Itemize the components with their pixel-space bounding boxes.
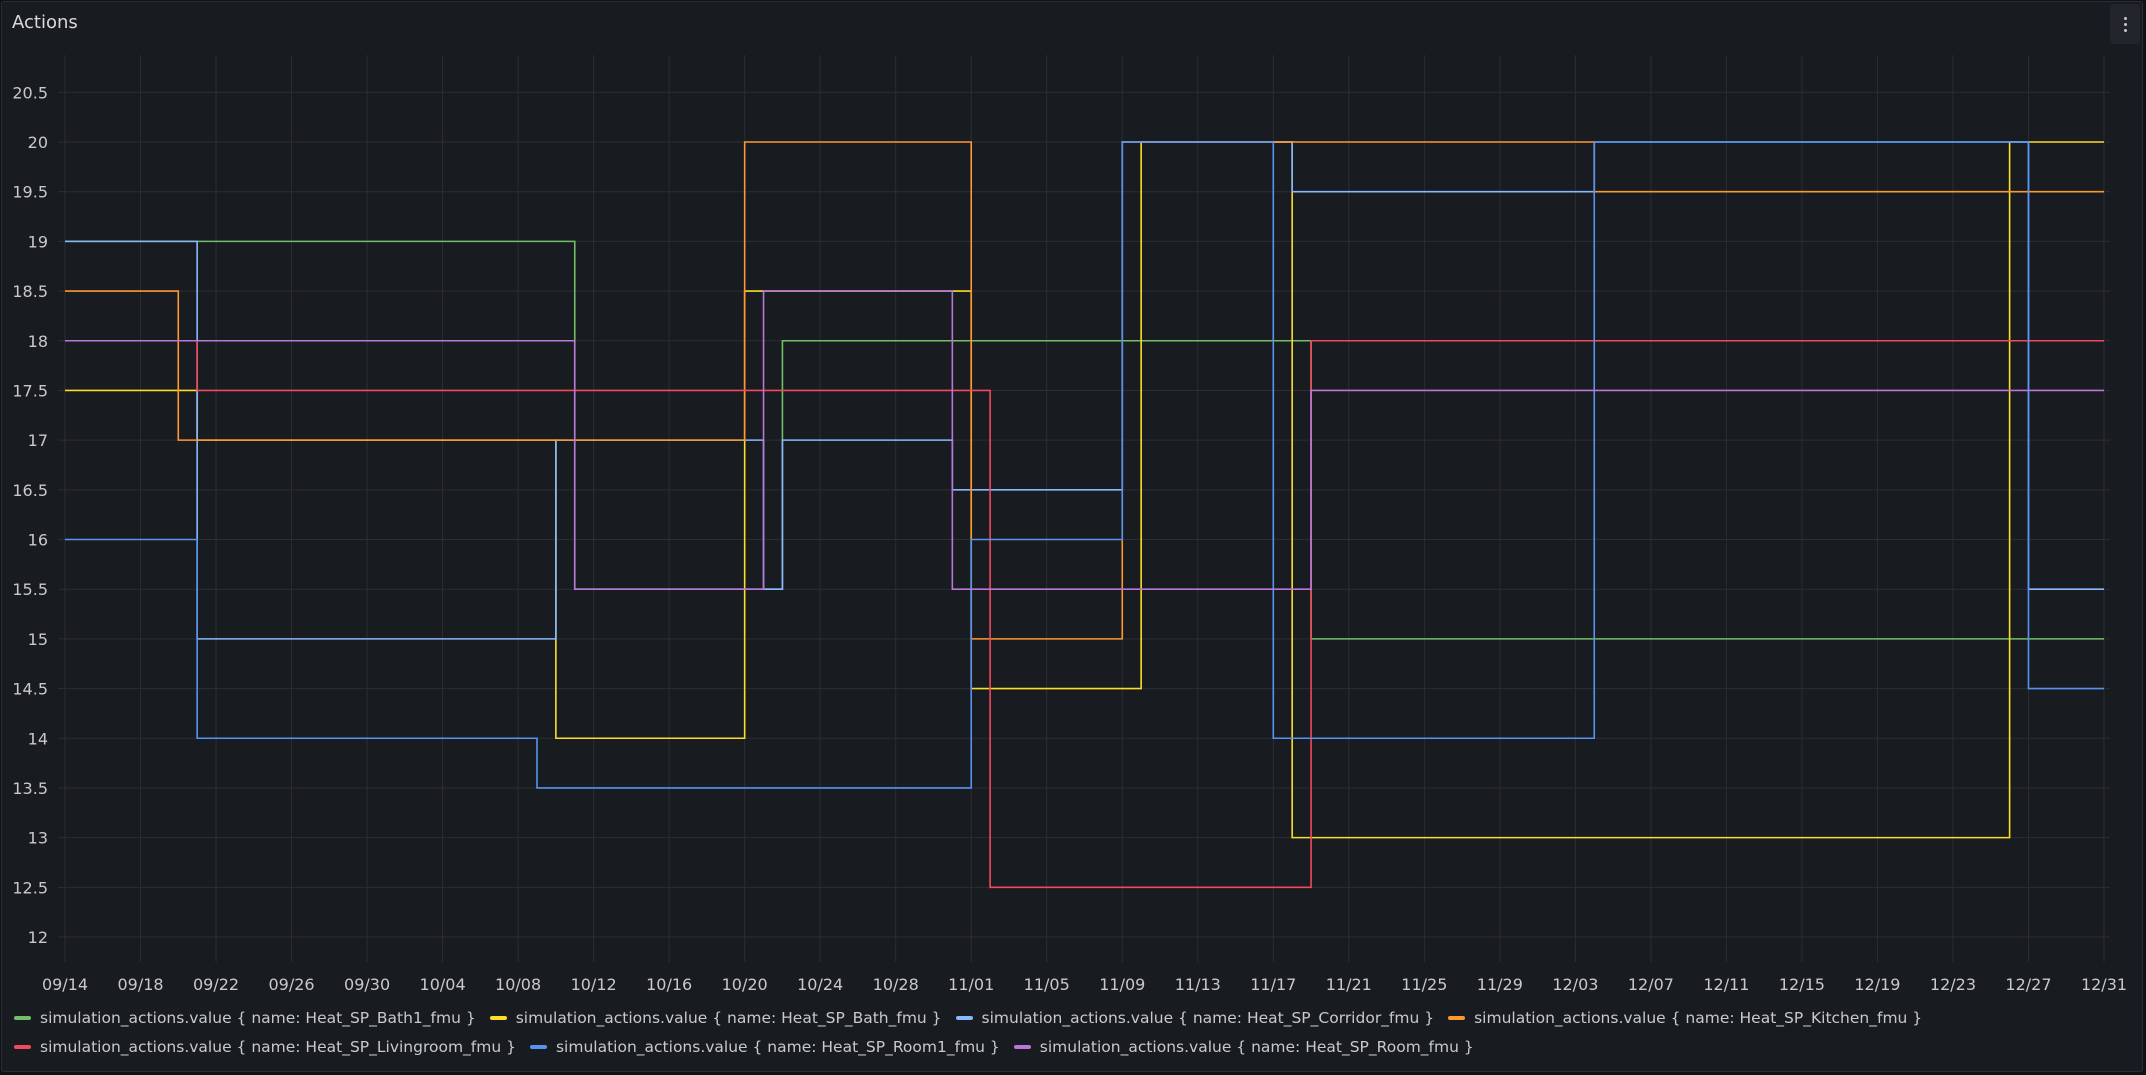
x-tick-label: 12/03 — [1552, 975, 1598, 994]
x-tick-label: 10/24 — [797, 975, 843, 994]
y-tick-label: 17 — [28, 431, 48, 450]
y-tick-label: 20 — [28, 133, 48, 152]
legend-label: simulation_actions.value { name: Heat_SP… — [40, 1008, 476, 1027]
y-tick-label: 18.5 — [12, 282, 48, 301]
legend-label: simulation_actions.value { name: Heat_SP… — [981, 1008, 1435, 1027]
x-axis: 09/14 09/18 09/22 09/26 09/30 10/04 10/08 10/12… — [42, 975, 2127, 994]
x-tick-label: 12/27 — [2005, 975, 2051, 994]
x-tick-label: 12/19 — [1854, 975, 1900, 994]
legend-item[interactable]: simulation_actions.value { name: Heat_SP… — [529, 1037, 1000, 1056]
x-tick-label: 10/16 — [646, 975, 692, 994]
y-tick-label: 14.5 — [12, 680, 48, 699]
series-line — [65, 141, 2104, 789]
y-tick-label: 12.5 — [12, 878, 48, 897]
legend-swatch — [1448, 1015, 1466, 1020]
y-tick-label: 15 — [28, 630, 48, 649]
legend-item[interactable]: simulation_actions.value { name: Heat_SP… — [1448, 1009, 1922, 1027]
y-tick-label: 18 — [28, 332, 48, 351]
legend-swatch — [955, 1015, 973, 1020]
legend-item[interactable]: simulation_actions.value { name: Heat_SP… — [14, 1038, 516, 1056]
series-line — [65, 339, 2104, 889]
y-tick-label: 13 — [28, 829, 48, 848]
legend-label: simulation_actions.value { name: Heat_SP… — [555, 1037, 1000, 1056]
x-tick-label: 10/04 — [420, 975, 466, 994]
x-tick-label: 11/17 — [1250, 975, 1296, 994]
x-tick-label: 11/01 — [948, 975, 994, 994]
legend-item[interactable]: simulation_actions.value { name: Heat_SP… — [1013, 1037, 1474, 1056]
y-tick-label: 17.5 — [12, 381, 48, 400]
legend-item[interactable]: simulation_actions.value { name: Heat_SP… — [489, 1008, 942, 1027]
x-tick-label: 11/13 — [1175, 975, 1221, 994]
y-axis: 12 12.5 13 13.5 14 14.5 15 15.5 16 16.5 17 17.5 18 18… — [12, 83, 48, 947]
x-tick-label: 12/15 — [1779, 975, 1825, 994]
y-tick-label: 15.5 — [12, 580, 48, 599]
x-tick-label: 12/23 — [1930, 975, 1976, 994]
x-tick-label: 11/29 — [1477, 975, 1523, 994]
legend-label: simulation_actions.value { name: Heat_SP… — [515, 1008, 942, 1027]
x-tick-label: 09/26 — [269, 975, 315, 994]
x-tick-label: 11/21 — [1326, 975, 1372, 994]
x-tick-label: 10/08 — [495, 975, 541, 994]
y-tick-label: 19 — [28, 232, 48, 251]
legend-row: simulation_actions.value { name: Heat_SP… — [14, 1032, 2114, 1061]
chart-legend: simulation_actions.value { name: Heat_SP… — [14, 1003, 2114, 1061]
chart-series — [65, 141, 2104, 889]
y-tick-label: 16 — [28, 531, 48, 550]
legend-swatch — [14, 1015, 31, 1020]
legend-swatch — [1013, 1044, 1031, 1049]
x-tick-label: 11/09 — [1099, 975, 1145, 994]
legend-label: simulation_actions.value { name: Heat_SP… — [1474, 1008, 1923, 1027]
legend-row: simulation_actions.value { name: Heat_SP… — [14, 1003, 2114, 1032]
x-tick-label: 09/18 — [117, 975, 163, 994]
x-tick-label: 12/31 — [2081, 975, 2127, 994]
panel-title: Actions — [12, 12, 78, 33]
y-tick-label: 12 — [28, 928, 48, 947]
legend-swatch — [529, 1044, 547, 1049]
y-tick-label: 16.5 — [12, 481, 48, 500]
y-tick-label: 20.5 — [12, 83, 48, 102]
x-tick-label: 09/22 — [193, 975, 239, 994]
x-tick-label: 09/30 — [344, 975, 390, 994]
legend-item[interactable]: simulation_actions.value { name: Heat_SP… — [955, 1008, 1435, 1027]
legend-item[interactable]: simulation_actions.value { name: Heat_SP… — [14, 1009, 476, 1027]
y-tick-label: 14 — [28, 729, 48, 748]
x-tick-label: 09/14 — [42, 975, 88, 994]
x-tick-label: 11/05 — [1024, 975, 1070, 994]
x-tick-label: 10/12 — [571, 975, 617, 994]
series-line — [65, 290, 2104, 590]
legend-swatch — [489, 1015, 507, 1020]
x-tick-label: 12/11 — [1703, 975, 1749, 994]
x-tick-label: 10/20 — [722, 975, 768, 994]
legend-label: simulation_actions.value { name: Heat_SP… — [1039, 1037, 1474, 1056]
y-tick-label: 19.5 — [12, 183, 48, 202]
legend-label: simulation_actions.value { name: Heat_SP… — [40, 1037, 516, 1056]
line-chart: 12 12.5 13 13.5 14 14.5 15 15.5 16 16.5 17 17.5 18 18… — [12, 55, 2127, 994]
legend-swatch — [14, 1044, 31, 1049]
x-tick-label: 12/07 — [1628, 975, 1674, 994]
x-tick-label: 10/28 — [873, 975, 919, 994]
y-tick-label: 13.5 — [12, 779, 48, 798]
x-tick-label: 11/25 — [1401, 975, 1447, 994]
panel-menu-button[interactable] — [2110, 4, 2140, 44]
more-vertical-icon — [2123, 16, 2127, 32]
